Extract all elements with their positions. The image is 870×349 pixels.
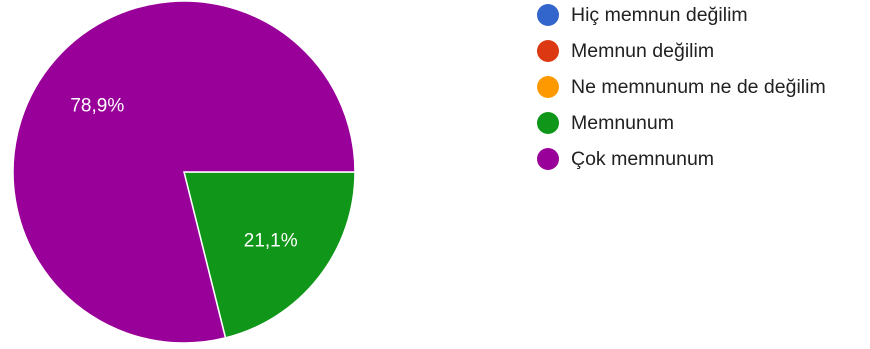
legend-item-2: Ne memnunum ne de değilim [537, 75, 826, 99]
legend-swatch-icon [537, 112, 559, 134]
legend-swatch-icon [537, 4, 559, 26]
legend-label: Memnun değilim [571, 39, 715, 62]
legend-swatch-icon [537, 40, 559, 62]
legend-label: Hiç memnun değilim [571, 3, 748, 26]
legend-item-1: Memnun değilim [537, 39, 714, 63]
pie-slice-3 [183, 171, 356, 339]
legend-label: Çok memnunum [571, 147, 715, 170]
pie-slice-label-4: 78,9% [70, 95, 124, 116]
pie-slice-4 [12, 0, 356, 344]
legend-label: Ne memnunum ne de değilim [571, 75, 826, 98]
legend-item-4: Çok memnunum [537, 147, 714, 171]
legend-swatch-icon [537, 76, 559, 98]
legend-label: Memnunum [571, 111, 674, 134]
legend-item-3: Memnunum [537, 111, 674, 135]
pie-plot: 21,1% 78,9% [12, 0, 356, 344]
legend-item-0: Hiç memnun değilim [537, 3, 748, 27]
legend-swatch-icon [537, 148, 559, 170]
pie-slice-label-3: 21,1% [244, 231, 298, 252]
